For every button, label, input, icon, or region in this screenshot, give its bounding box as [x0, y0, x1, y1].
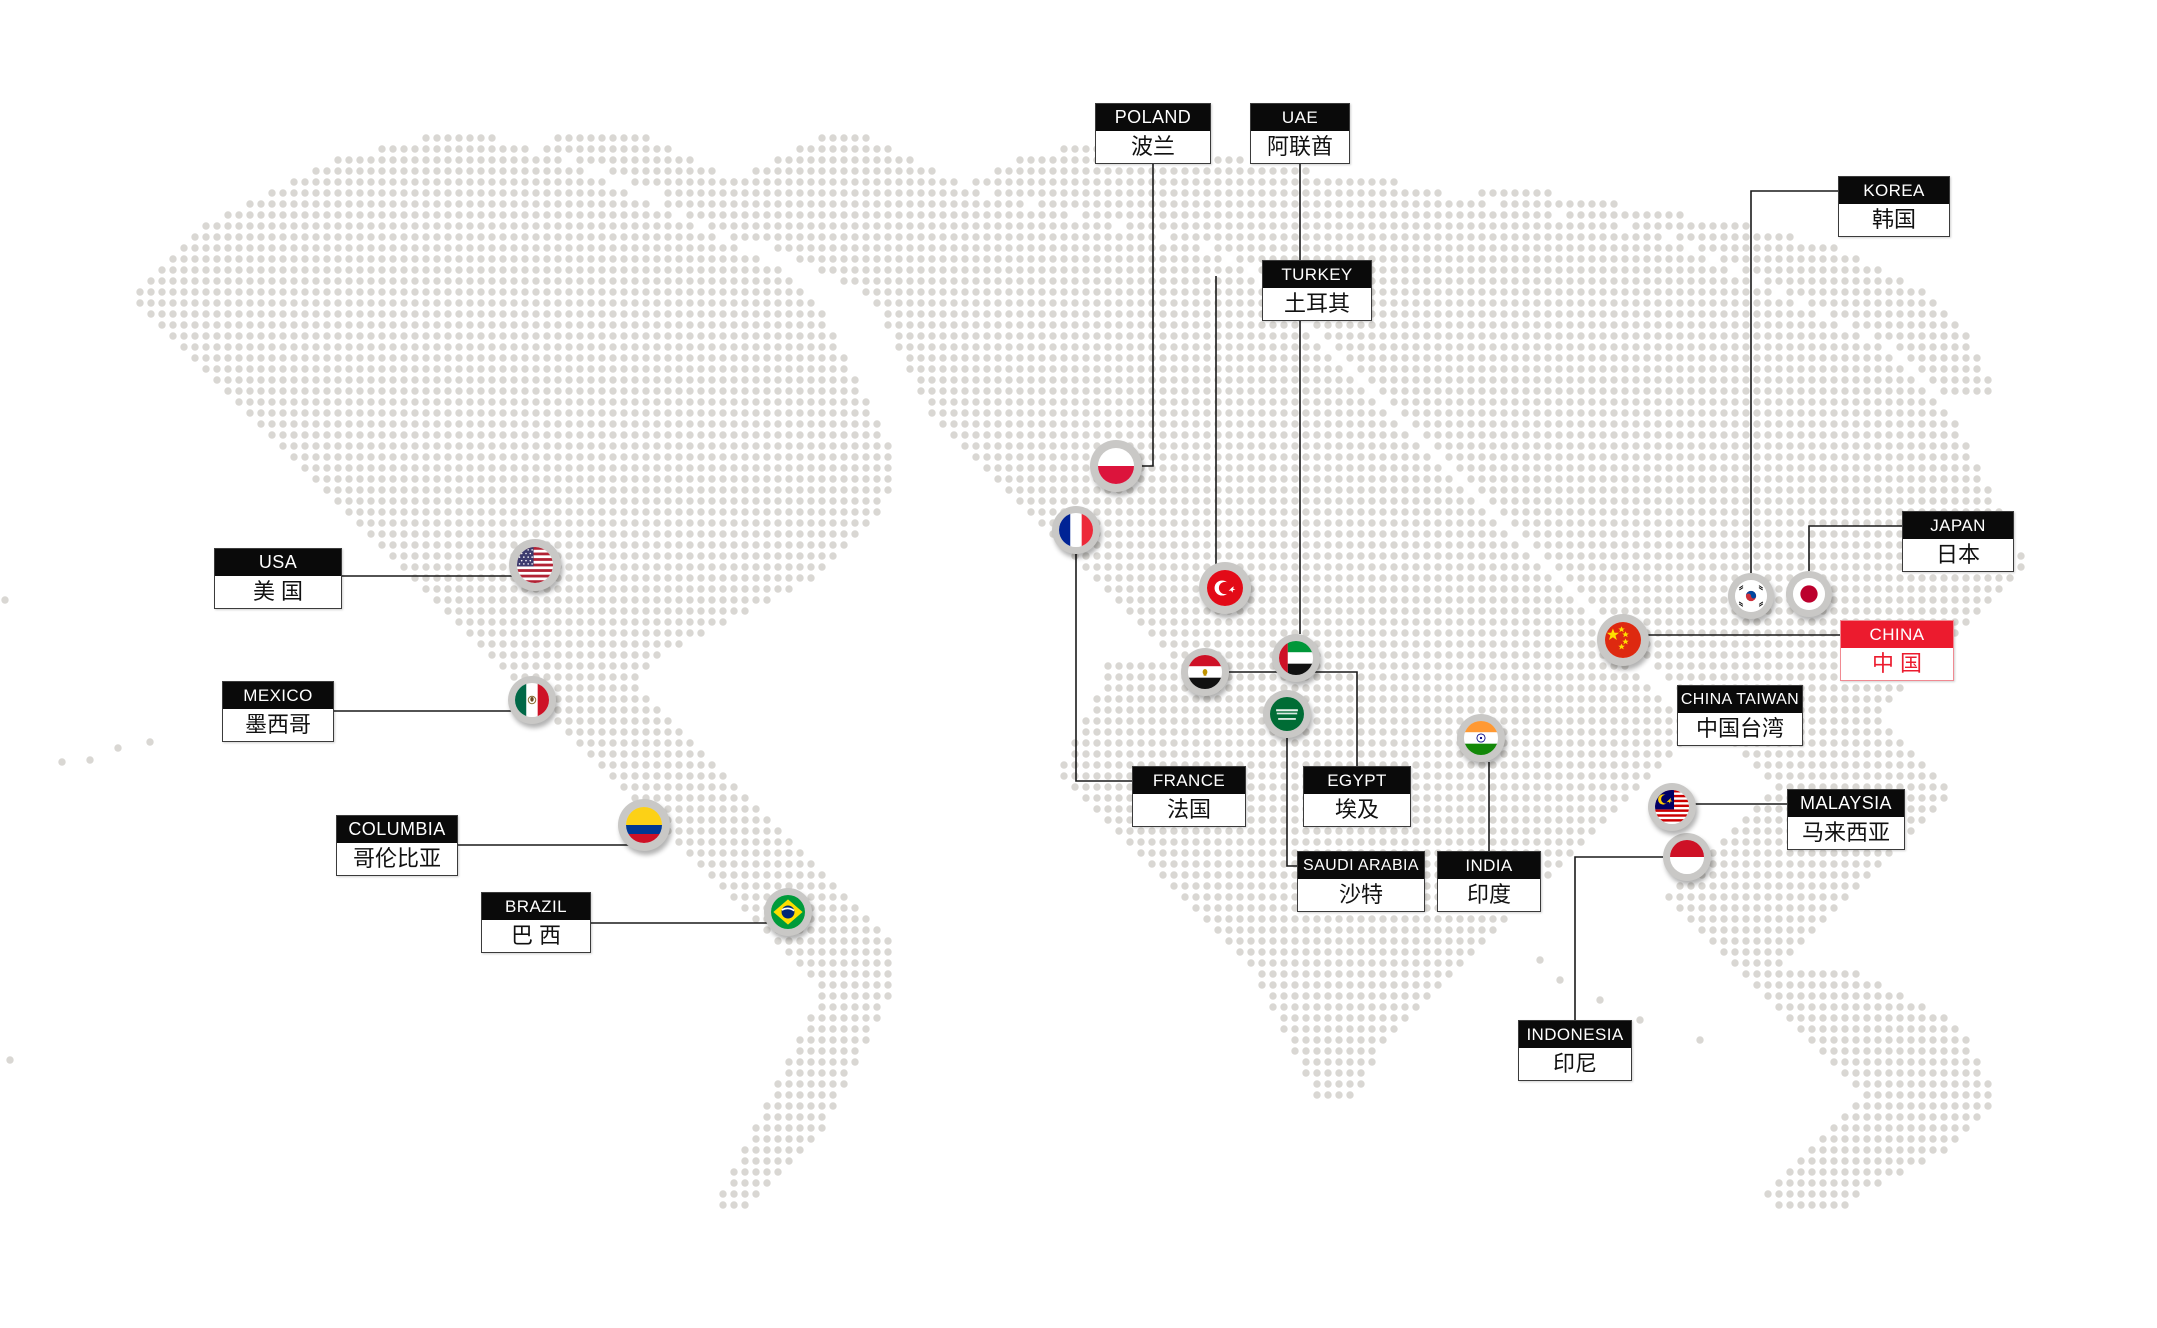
country-label-china-taiwan[interactable]: CHINA TAIWAN 中国台湾 — [1677, 685, 1803, 746]
country-label-zh-france: 法国 — [1166, 797, 1211, 822]
country-label-saudi-arabia[interactable]: SAUDI ARABIA 沙特 — [1297, 851, 1425, 912]
country-label-en-usa: USA — [215, 549, 341, 576]
country-label-zh-usa: 美 国 — [252, 579, 304, 604]
country-label-zh-china-taiwan: 中国台湾 — [1695, 716, 1784, 741]
map-marker-korea[interactable] — [1728, 573, 1774, 619]
china-flag — [1605, 622, 1641, 658]
country-label-en-malaysia: MALAYSIA — [1788, 790, 1904, 817]
mexico-flag — [515, 683, 549, 717]
country-label-zh-india: 印度 — [1466, 882, 1511, 907]
map-marker-poland[interactable] — [1090, 440, 1142, 492]
poland-flag — [1098, 448, 1134, 484]
map-marker-mexico[interactable] — [508, 676, 556, 724]
country-label-en-mexico: MEXICO — [223, 682, 333, 709]
map-marker-saudi-arabia[interactable] — [1263, 690, 1311, 738]
country-label-en-brazil: BRAZIL — [482, 893, 590, 920]
country-label-zh-turkey: 土耳其 — [1283, 291, 1350, 316]
country-label-indonesia[interactable]: INDONESIA 印尼 — [1518, 1020, 1632, 1081]
country-label-zh-mexico: 墨西哥 — [244, 712, 311, 737]
country-label-korea[interactable]: KOREA 韩国 — [1838, 176, 1950, 237]
country-label-en-china: CHINA — [1841, 621, 1953, 648]
map-marker-uae[interactable] — [1272, 634, 1320, 682]
country-label-en-france: FRANCE — [1133, 767, 1245, 794]
map-marker-indonesia[interactable] — [1663, 833, 1711, 881]
map-marker-france[interactable] — [1052, 506, 1100, 554]
country-label-japan[interactable]: JAPAN 日本 — [1902, 511, 2014, 572]
korea-flag — [1735, 580, 1767, 612]
indonesia-flag — [1670, 840, 1704, 874]
country-label-en-uae: UAE — [1251, 104, 1349, 131]
country-label-en-china-taiwan: CHINA TAIWAN — [1678, 686, 1802, 713]
country-label-france[interactable]: FRANCE 法国 — [1132, 766, 1246, 827]
country-label-en-korea: KOREA — [1839, 177, 1949, 204]
country-label-zh-malaysia: 马来西亚 — [1801, 820, 1890, 845]
country-label-turkey[interactable]: TURKEY 土耳其 — [1262, 260, 1372, 321]
country-label-uae[interactable]: UAE 阿联酋 — [1250, 103, 1350, 164]
country-label-zh-uae: 阿联酋 — [1266, 134, 1333, 159]
map-marker-china[interactable] — [1597, 614, 1649, 666]
country-label-en-egypt: EGYPT — [1304, 767, 1410, 794]
country-label-zh-china: 中 国 — [1871, 651, 1923, 676]
country-label-en-saudi-arabia: SAUDI ARABIA — [1298, 852, 1424, 879]
country-label-zh-saudi-arabia: 沙特 — [1338, 882, 1383, 907]
egypt-flag — [1188, 655, 1222, 689]
country-label-zh-poland: 波兰 — [1130, 134, 1175, 159]
country-label-zh-brazil: 巴 西 — [510, 923, 562, 948]
map-marker-malaysia[interactable] — [1648, 783, 1696, 831]
country-label-en-indonesia: INDONESIA — [1519, 1021, 1631, 1048]
country-label-zh-egypt: 埃及 — [1334, 797, 1379, 822]
country-label-zh-korea: 韩国 — [1871, 207, 1916, 232]
map-marker-usa[interactable] — [509, 539, 561, 591]
turkey-flag — [1207, 570, 1243, 606]
country-label-china[interactable]: CHINA 中 国 — [1840, 620, 1954, 681]
uae-flag — [1279, 641, 1313, 675]
country-label-india[interactable]: INDIA 印度 — [1437, 851, 1541, 912]
country-label-usa[interactable]: USA 美 国 — [214, 548, 342, 609]
country-label-zh-japan: 日本 — [1935, 542, 1980, 567]
japan-flag — [1793, 578, 1825, 610]
country-label-poland[interactable]: POLAND 波兰 — [1095, 103, 1211, 164]
country-label-columbia[interactable]: COLUMBIA 哥伦比亚 — [336, 815, 458, 876]
country-label-mexico[interactable]: MEXICO 墨西哥 — [222, 681, 334, 742]
colombia-flag — [626, 807, 662, 843]
country-label-en-turkey: TURKEY — [1263, 261, 1371, 288]
country-label-egypt[interactable]: EGYPT 埃及 — [1303, 766, 1411, 827]
saudi-flag — [1270, 697, 1304, 731]
map-marker-egypt[interactable] — [1181, 648, 1229, 696]
india-flag — [1464, 721, 1498, 755]
map-marker-india[interactable] — [1457, 714, 1505, 762]
country-label-zh-columbia: 哥伦比亚 — [352, 846, 441, 871]
france-flag — [1059, 513, 1093, 547]
country-label-en-columbia: COLUMBIA — [337, 816, 457, 843]
map-marker-columbia[interactable] — [618, 799, 670, 851]
malaysia-flag — [1655, 790, 1689, 824]
country-label-zh-indonesia: 印尼 — [1552, 1051, 1597, 1076]
map-marker-brazil[interactable] — [764, 888, 812, 936]
country-label-malaysia[interactable]: MALAYSIA 马来西亚 — [1787, 789, 1905, 850]
map-marker-turkey[interactable] — [1199, 562, 1251, 614]
map-marker-japan[interactable] — [1786, 571, 1832, 617]
usa-flag — [517, 547, 553, 583]
brazil-flag — [771, 895, 805, 929]
country-label-en-india: INDIA — [1438, 852, 1540, 879]
country-label-en-poland: POLAND — [1096, 104, 1210, 131]
country-label-brazil[interactable]: BRAZIL 巴 西 — [481, 892, 591, 953]
country-label-en-japan: JAPAN — [1903, 512, 2013, 539]
